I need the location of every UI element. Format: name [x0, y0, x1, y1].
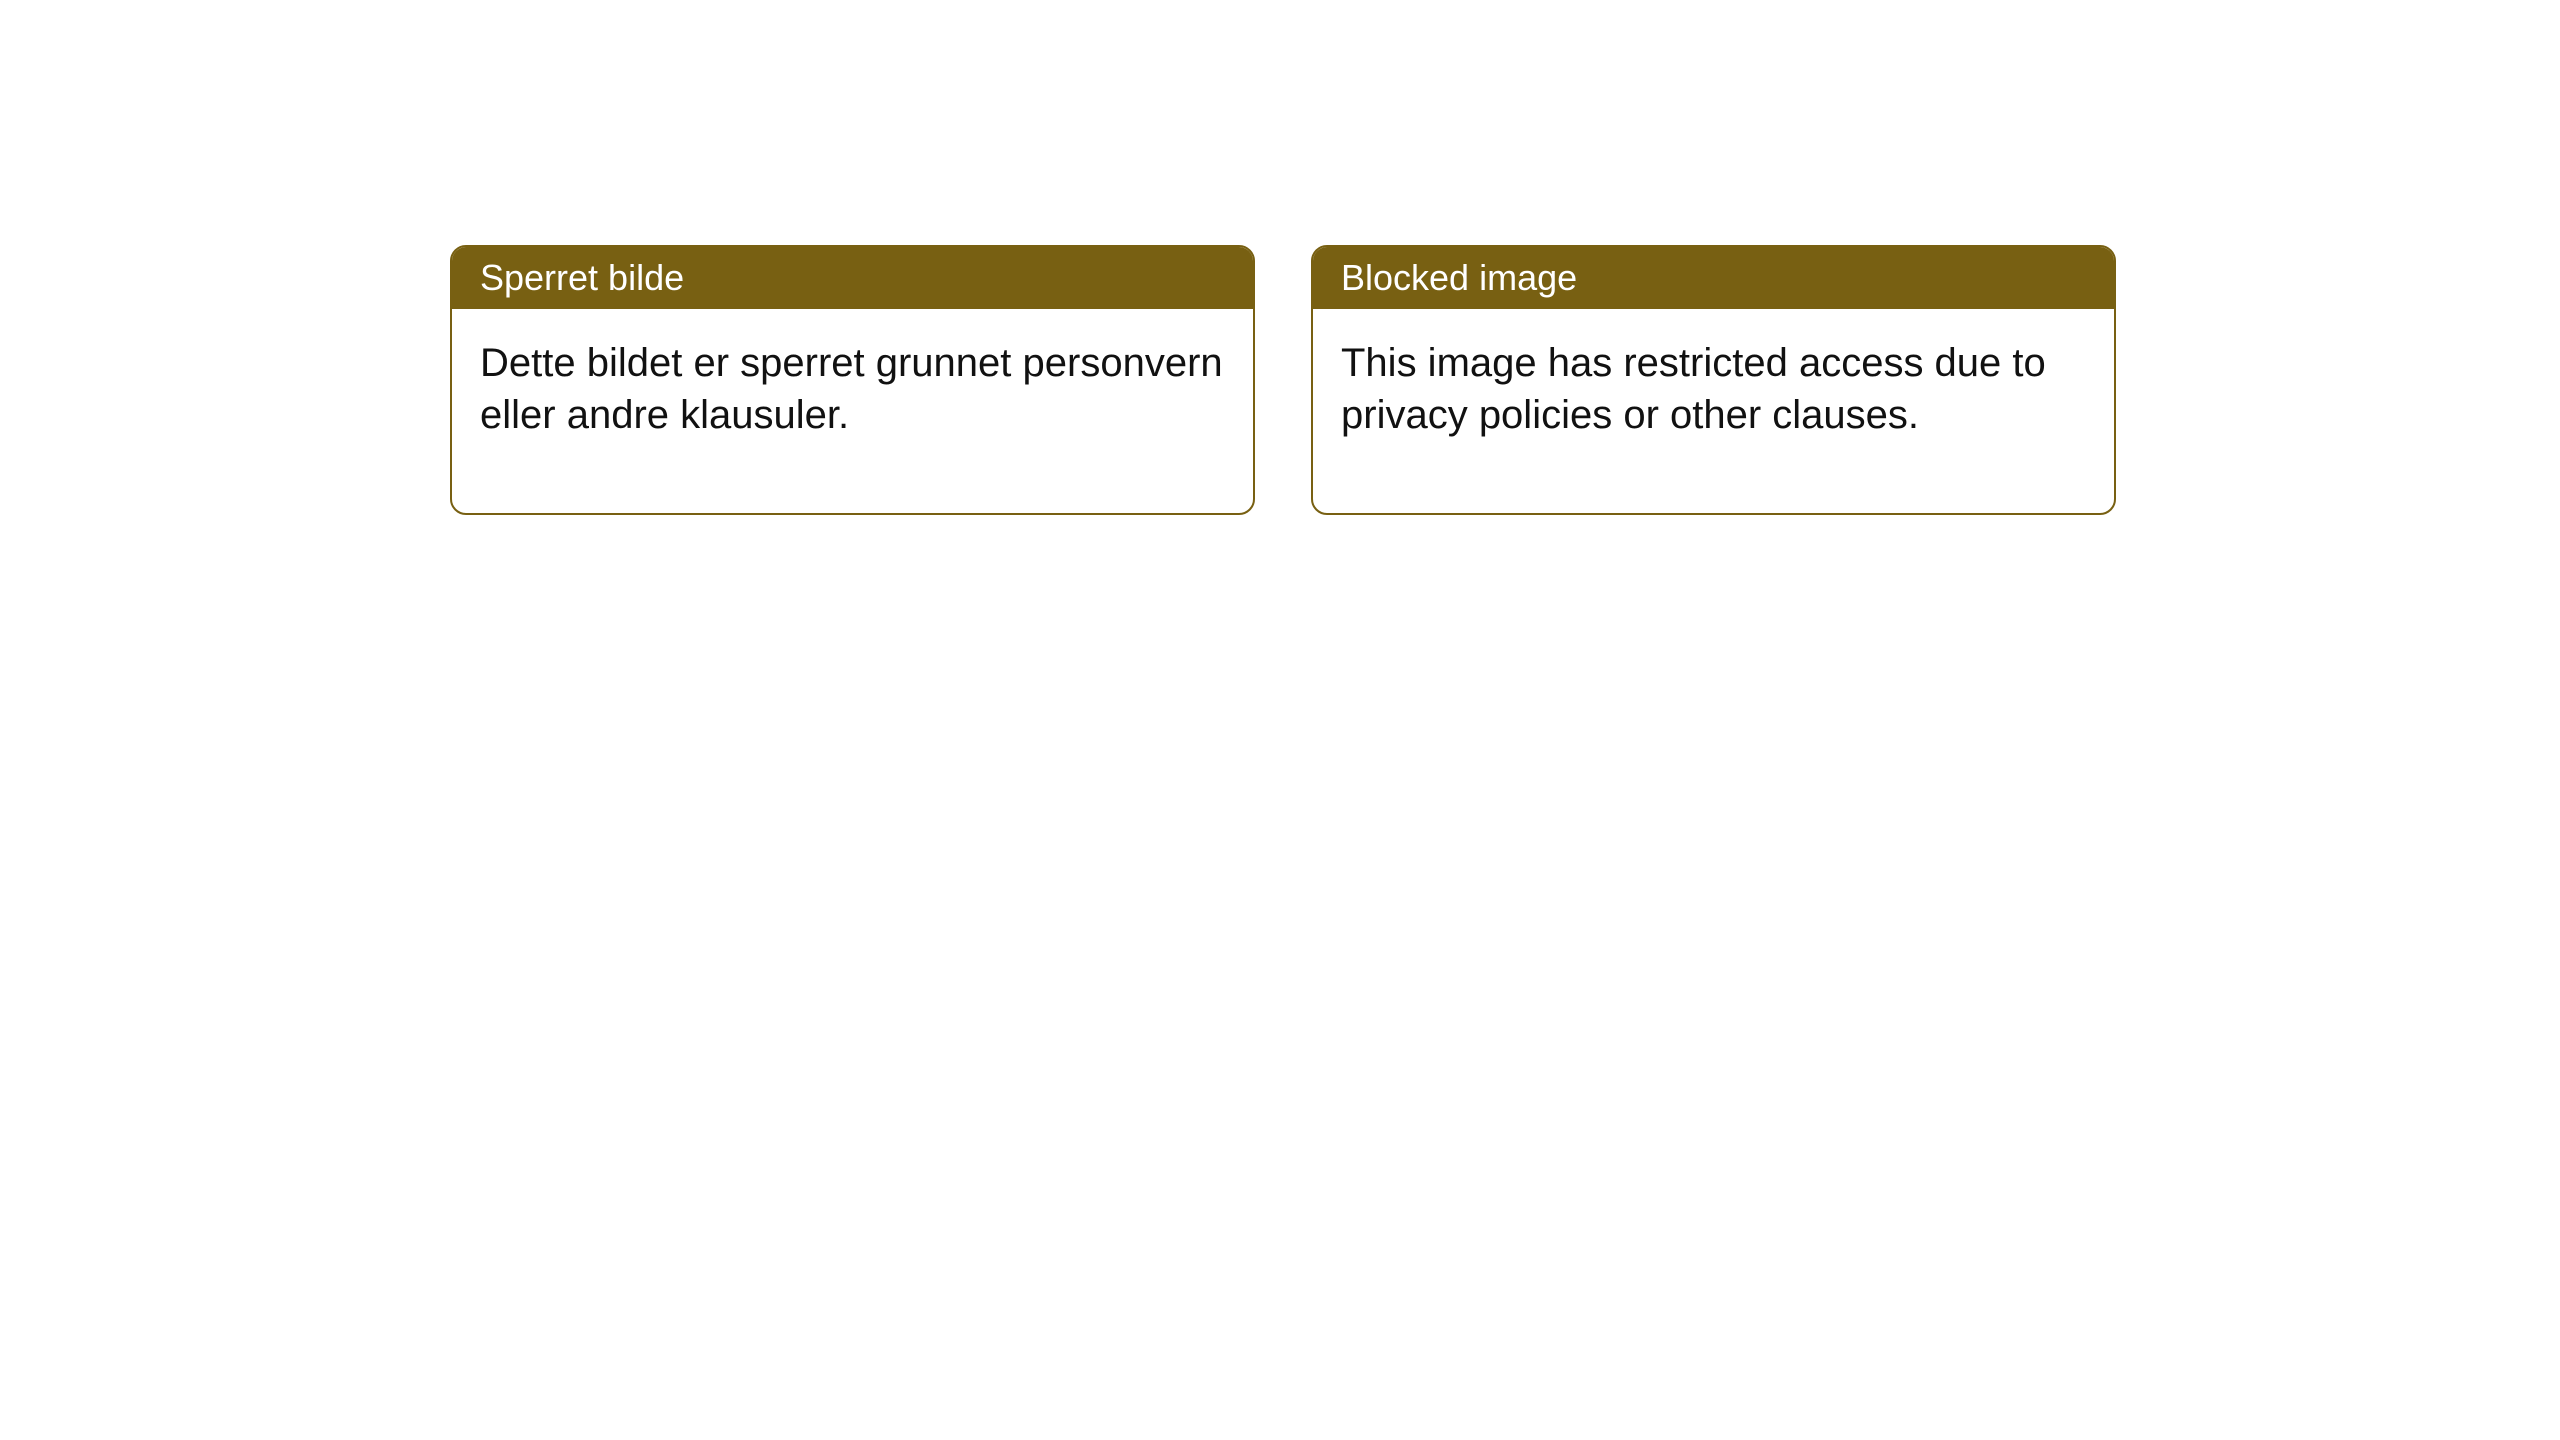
notice-title: Blocked image: [1341, 257, 1577, 298]
notice-body: This image has restricted access due to …: [1313, 309, 2114, 513]
notice-body-text: This image has restricted access due to …: [1341, 341, 2046, 437]
notice-title: Sperret bilde: [480, 257, 684, 298]
notice-box-norwegian: Sperret bilde Dette bildet er sperret gr…: [450, 245, 1255, 515]
notice-header: Sperret bilde: [452, 247, 1253, 309]
notice-header: Blocked image: [1313, 247, 2114, 309]
notice-container: Sperret bilde Dette bildet er sperret gr…: [0, 0, 2560, 515]
notice-body: Dette bildet er sperret grunnet personve…: [452, 309, 1253, 513]
notice-box-english: Blocked image This image has restricted …: [1311, 245, 2116, 515]
notice-body-text: Dette bildet er sperret grunnet personve…: [480, 341, 1223, 437]
